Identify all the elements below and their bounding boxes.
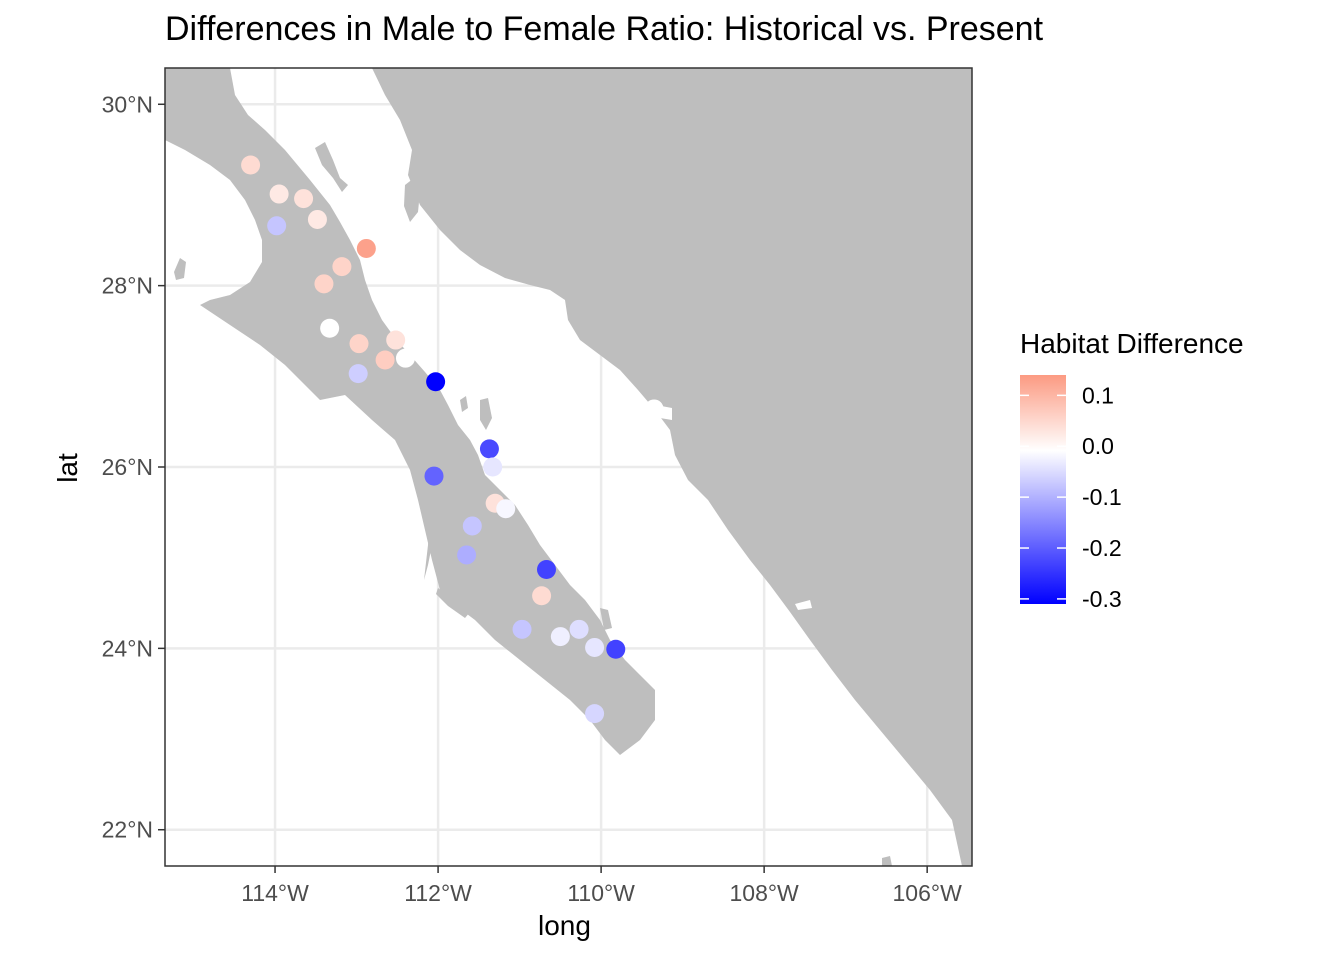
data-point	[307, 209, 327, 229]
y-tick-label: 22°N	[102, 817, 153, 843]
data-points	[241, 155, 664, 724]
mainland-mexico	[372, 68, 972, 866]
data-point	[386, 330, 406, 350]
isla-cerralvo	[600, 608, 612, 630]
isla-angel-de-la-guarda	[315, 142, 348, 192]
data-point	[585, 637, 605, 657]
data-point	[496, 499, 516, 519]
data-point	[569, 619, 589, 639]
isla-carmen	[480, 398, 492, 430]
x-axis-title: long	[538, 910, 591, 941]
x-tick-label: 112°W	[404, 880, 472, 906]
baja-peninsula	[165, 68, 655, 755]
isla-tiburon	[404, 178, 420, 222]
legend: 0.1 0.0 -0.1 -0.2 -0.3	[1020, 375, 1122, 612]
isla-san-esteban	[174, 258, 186, 280]
chart-title: Differences in Male to Female Ratio: His…	[165, 10, 1044, 48]
y-tick-label: 26°N	[102, 454, 153, 480]
x-tick-label: 106°W	[893, 880, 963, 906]
legend-tick-label: 0.1	[1082, 382, 1114, 408]
data-point	[536, 559, 556, 579]
y-axis: 30°N 28°N 26°N 24°N 22°N	[102, 91, 165, 843]
x-tick-label: 114°W	[241, 880, 309, 906]
data-point	[644, 399, 664, 419]
isla-tortuga	[460, 396, 468, 412]
y-axis-title: lat	[52, 453, 83, 483]
data-point	[349, 334, 369, 354]
data-point	[332, 257, 352, 277]
data-point	[585, 704, 605, 724]
data-point	[348, 364, 368, 384]
y-tick-label: 24°N	[102, 635, 153, 661]
data-point	[269, 184, 289, 204]
data-point	[267, 216, 287, 236]
data-point	[294, 189, 314, 209]
x-tick-label: 108°W	[729, 880, 799, 906]
x-tick-label: 110°W	[567, 880, 635, 906]
legend-tick-label: -0.1	[1082, 484, 1122, 510]
legend-tick-label: -0.3	[1082, 586, 1122, 612]
y-tick-label: 28°N	[102, 273, 153, 299]
data-point	[356, 238, 376, 258]
data-point	[395, 348, 415, 368]
data-point	[424, 466, 444, 486]
y-tick-label: 30°N	[102, 91, 153, 117]
data-point	[314, 274, 334, 294]
legend-ticks: 0.1 0.0 -0.1 -0.2 -0.3	[1020, 382, 1122, 612]
land-polygons	[165, 68, 972, 866]
data-point	[483, 457, 503, 477]
legend-colorbar	[1020, 375, 1066, 604]
data-point	[479, 439, 499, 459]
data-point	[462, 516, 482, 536]
islas-marias	[882, 856, 892, 866]
data-point	[512, 619, 532, 639]
magdalena-island	[424, 505, 436, 580]
data-point	[532, 586, 552, 606]
data-point	[426, 372, 446, 392]
legend-tick-label: -0.2	[1082, 535, 1122, 561]
data-point	[241, 155, 261, 175]
legend-tick-label: 0.0	[1082, 433, 1114, 459]
data-point	[320, 318, 340, 338]
data-point	[375, 350, 395, 370]
data-point	[457, 545, 477, 565]
data-point	[606, 639, 626, 659]
data-point	[550, 627, 570, 647]
margarita-island	[436, 588, 470, 618]
legend-title: Habitat Difference	[1020, 328, 1244, 359]
mazatlan-inlet	[795, 600, 812, 610]
x-axis: 114°W 112°W 110°W 108°W 106°W	[241, 866, 962, 906]
